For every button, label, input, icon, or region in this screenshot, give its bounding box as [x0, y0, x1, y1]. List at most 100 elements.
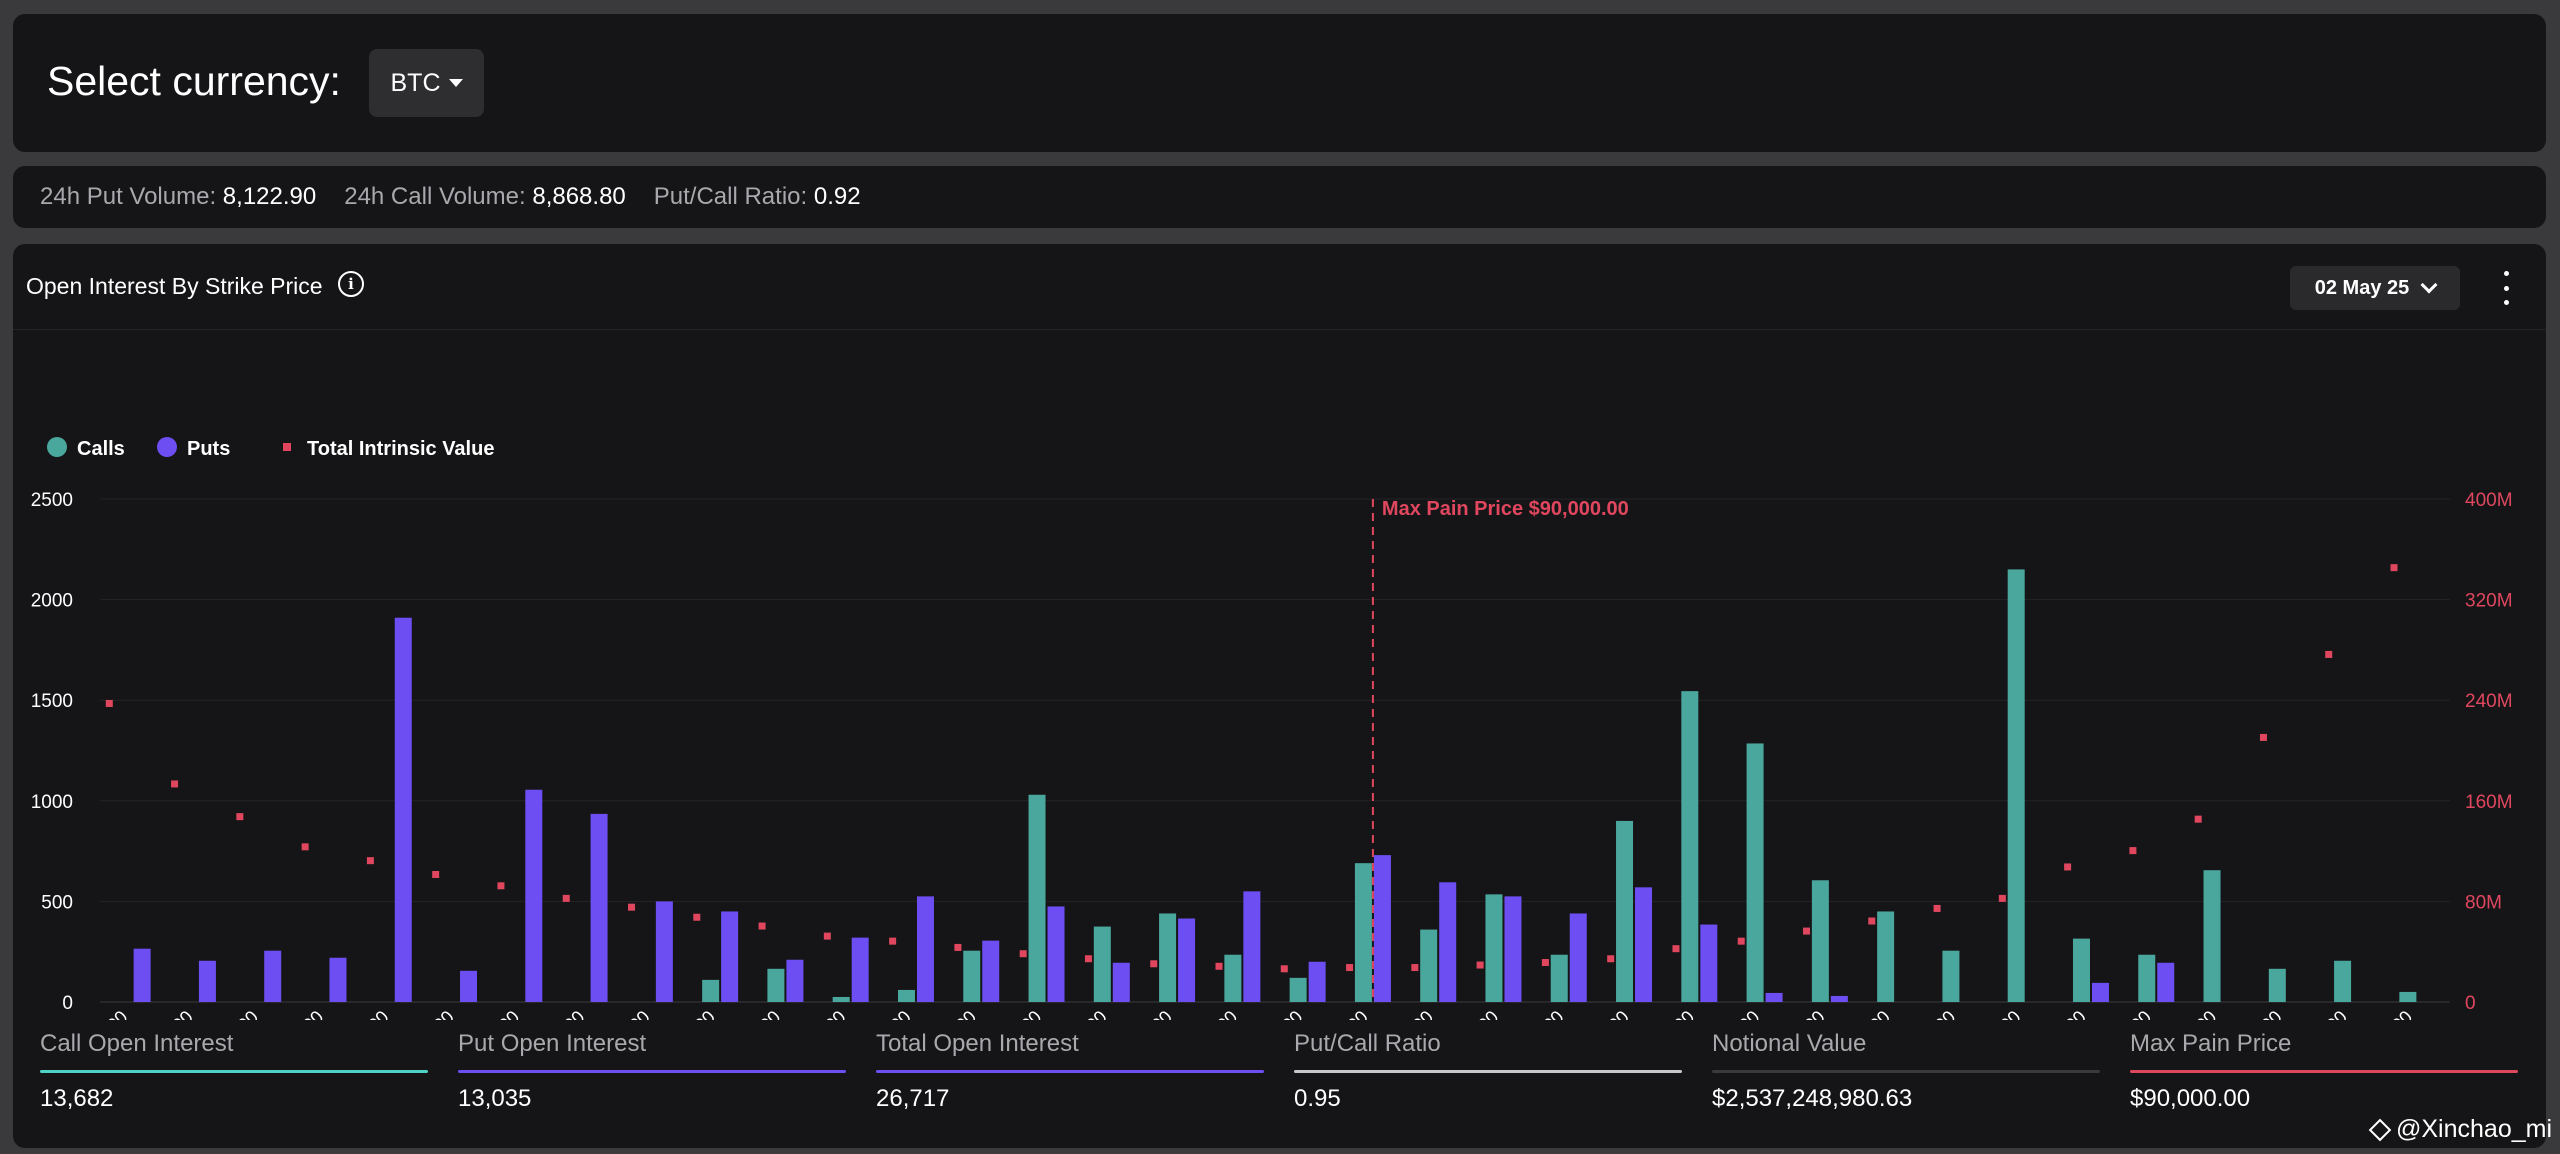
bar-puts [590, 813, 608, 1002]
x-tick-label: 103000 [2098, 1007, 2155, 1020]
caret-down-icon [448, 79, 463, 87]
stat-4: Notional Value $2,537,248,980.63 [1712, 1030, 2100, 1113]
x-tick-label: 105000 [2164, 1007, 2221, 1020]
call-volume-value: 8,868.80 [532, 183, 626, 210]
intrinsic-point [301, 843, 309, 851]
currency-select[interactable]: BTC [369, 49, 484, 117]
bar-calls [1550, 954, 1568, 1002]
legend-marker [47, 437, 67, 457]
bar-calls [1420, 929, 1438, 1002]
bar-calls [897, 989, 915, 1002]
intrinsic-point [1280, 965, 1288, 973]
stat-1: Put Open Interest 13,035 [458, 1030, 846, 1113]
x-tick-label: 83000 [865, 1007, 915, 1020]
y-right-tick-label: 400M [2465, 490, 2513, 511]
bar-puts [1373, 855, 1391, 1002]
intrinsic-point [366, 857, 374, 865]
bar-calls [2334, 960, 2352, 1002]
y-right-tick-label: 160M [2465, 792, 2513, 813]
bar-puts [851, 937, 869, 1002]
x-tick-label: 95000 [1649, 1007, 1699, 1020]
call-volume-label: 24h Call Volume: [344, 183, 526, 210]
legend-label: Calls [77, 438, 125, 460]
currency-label: Select currency: [47, 58, 341, 104]
intrinsic-point [823, 932, 831, 940]
put-call-ratio-label: Put/Call Ratio: [653, 183, 808, 210]
bar-puts [1308, 961, 1326, 1002]
x-tick-label: 100000 [1968, 1007, 2025, 1020]
intrinsic-point [171, 780, 179, 788]
x-tick-label: 97000 [1779, 1007, 1829, 1020]
expiry-date-select[interactable]: 02 May 25 [2290, 266, 2460, 310]
stat-underline [1294, 1070, 1682, 1073]
stat-underline [458, 1070, 846, 1073]
bar-puts [786, 959, 804, 1002]
stat-label: Notional Value [1712, 1030, 1867, 1057]
bar-puts [1178, 918, 1196, 1002]
intrinsic-point [758, 922, 766, 930]
put-volume-value: 8,122.90 [222, 183, 317, 210]
put-call-ratio: Put/Call Ratio: 0.92 [654, 183, 861, 211]
intrinsic-point [562, 894, 570, 902]
x-tick-label: 91000 [1387, 1007, 1437, 1020]
open-interest-panel: Open Interest By Strike Price i 02 May 2… [13, 244, 2546, 1148]
y-right-tick-label: 240M [2465, 691, 2513, 712]
intrinsic-point [1933, 904, 1941, 912]
intrinsic-point [1541, 959, 1549, 967]
stat-label: Max Pain Price [2130, 1030, 2292, 1057]
intrinsic-point [1868, 917, 1876, 925]
intrinsic-point [1476, 961, 1484, 969]
put-volume: 24h Put Volume: 8,122.90 [40, 183, 316, 211]
bar-calls [767, 968, 785, 1002]
watermark: @Xinchao_mi [2368, 1115, 2553, 1144]
bar-puts [394, 617, 412, 1002]
stat-value: 13,682 [40, 1085, 114, 1112]
intrinsic-point [432, 870, 440, 878]
x-tick-label: 81000 [735, 1007, 785, 1020]
x-tick-label: 96000 [1714, 1007, 1764, 1020]
stat-label: Put Open Interest [458, 1030, 647, 1057]
bar-puts [655, 901, 673, 1002]
intrinsic-point [1607, 955, 1615, 963]
x-tick-label: 84000 [931, 1007, 981, 1020]
watermark-text: @Xinchao_mi [2396, 1115, 2553, 1143]
bar-puts [1504, 896, 1522, 1002]
currency-value: BTC [390, 68, 441, 97]
bar-calls [2072, 938, 2090, 1002]
x-tick-label: 78000 [539, 1007, 589, 1020]
intrinsic-point [1803, 927, 1811, 935]
stat-value: $2,537,248,980.63 [1712, 1085, 1913, 1112]
x-tick-label: 80000 [669, 1007, 719, 1020]
bar-calls [1942, 950, 1960, 1002]
intrinsic-point [2064, 863, 2072, 871]
bar-calls [2203, 870, 2221, 1002]
bar-puts [1635, 887, 1653, 1002]
intrinsic-point [236, 813, 244, 821]
legend-label: Puts [187, 438, 230, 460]
x-tick-label: 102000 [2033, 1007, 2090, 1020]
bar-calls [1485, 894, 1503, 1002]
panel-header: Open Interest By Strike Price i 02 May 2… [13, 244, 2546, 330]
bar-puts [198, 960, 216, 1002]
more-options-icon[interactable] [2496, 271, 2516, 305]
intrinsic-point [497, 882, 505, 890]
bar-puts [460, 970, 478, 1002]
intrinsic-point [1672, 945, 1680, 953]
x-tick-label: 79000 [604, 1007, 654, 1020]
bar-puts [1765, 992, 1783, 1002]
x-tick-label: 65000 [82, 1007, 132, 1020]
expiry-date-value: 02 May 25 [2314, 276, 2410, 299]
stat-label: Call Open Interest [40, 1030, 234, 1057]
bar-puts [1830, 995, 1848, 1002]
currency-panel: Select currency: BTC [13, 14, 2546, 152]
info-icon[interactable]: i [338, 271, 364, 297]
bar-calls [1811, 880, 1829, 1002]
max-pain-label: Max Pain Price $90,000.00 [1382, 498, 1629, 520]
intrinsic-point [1346, 964, 1354, 972]
x-tick-label: 76000 [408, 1007, 458, 1020]
bar-calls [1616, 820, 1634, 1002]
x-tick-label: 120000 [2360, 1007, 2417, 1020]
intrinsic-point [1411, 964, 1419, 972]
x-tick-label: 86000 [1061, 1007, 1111, 1020]
x-tick-label: 115000 [2295, 1007, 2351, 1020]
